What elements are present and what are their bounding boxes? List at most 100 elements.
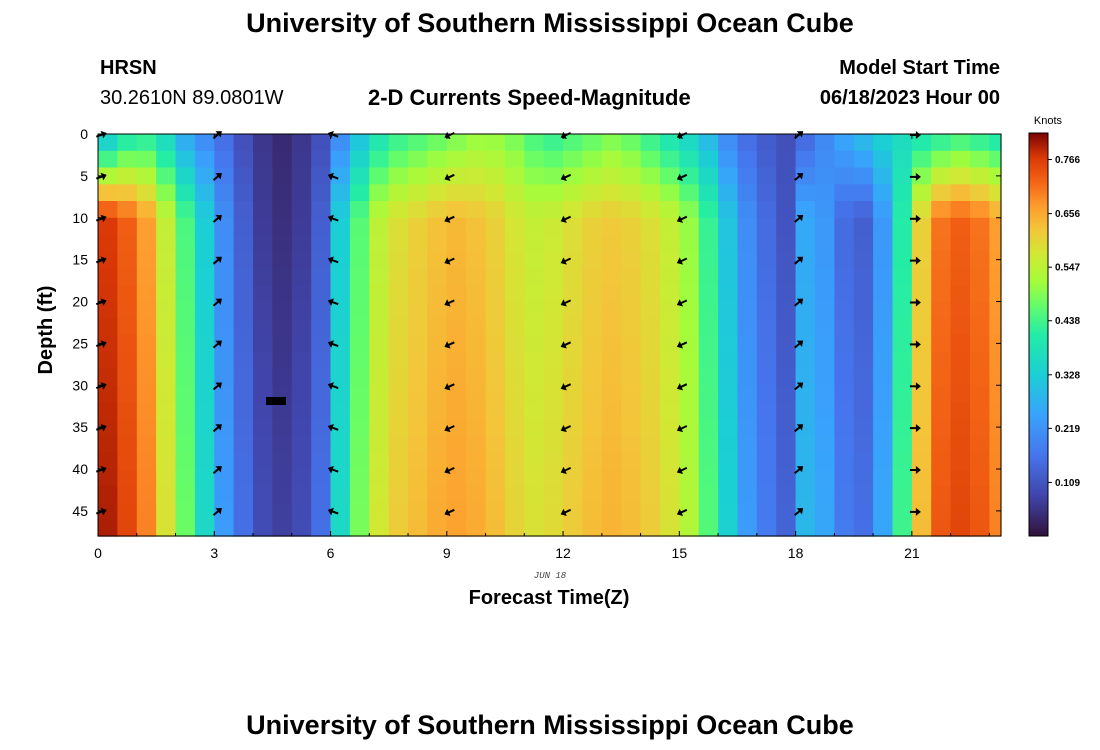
heat-cell xyxy=(466,519,487,537)
heat-cell xyxy=(795,268,816,286)
heat-cell xyxy=(698,217,719,236)
heat-cell xyxy=(873,351,894,370)
heat-cell xyxy=(214,301,235,319)
heat-cell xyxy=(117,268,138,286)
heat-cell xyxy=(349,318,370,336)
heat-cell xyxy=(737,469,758,487)
heat-cell xyxy=(853,502,874,520)
heat-cell xyxy=(543,402,564,420)
heat-cell xyxy=(291,301,312,319)
heat-cell xyxy=(621,368,642,386)
heat-cell xyxy=(524,150,545,169)
heat-cell xyxy=(776,351,797,370)
heat-cell xyxy=(175,284,196,303)
heat-cell xyxy=(427,335,448,353)
heat-cell xyxy=(504,385,525,403)
heat-cell xyxy=(660,452,680,470)
current-arrow xyxy=(327,256,339,265)
heat-cell xyxy=(950,184,971,202)
heat-cell xyxy=(349,385,370,403)
heat-cell xyxy=(485,418,506,437)
heat-cell xyxy=(853,234,874,252)
heat-cell xyxy=(408,201,428,219)
heat-cell xyxy=(408,217,428,236)
heat-cell xyxy=(834,435,855,453)
heat-cell xyxy=(892,150,913,169)
heat-cell xyxy=(408,268,428,286)
heat-cell xyxy=(330,134,351,152)
heat-cell xyxy=(136,201,157,219)
heat-cell xyxy=(214,167,235,185)
heat-cell xyxy=(136,318,157,336)
heat-cell xyxy=(175,351,196,370)
heat-cell xyxy=(795,251,816,269)
heat-cell xyxy=(466,217,487,236)
heat-cell xyxy=(291,435,312,453)
heat-cell xyxy=(98,452,118,470)
current-arrow xyxy=(327,298,339,306)
heat-cell xyxy=(311,301,332,319)
heat-cell xyxy=(349,418,370,437)
heat-cell xyxy=(834,385,855,403)
heat-cell xyxy=(311,519,332,537)
heat-cell xyxy=(776,469,797,487)
heat-cell xyxy=(660,167,680,185)
heat-cell xyxy=(194,402,215,420)
heat-cell xyxy=(272,234,293,252)
heat-cell xyxy=(466,268,487,286)
current-arrow xyxy=(444,173,455,181)
heat-cell xyxy=(485,268,506,286)
heat-cell xyxy=(582,150,603,169)
heat-cell xyxy=(233,452,254,470)
heat-cell xyxy=(601,134,622,152)
heat-cell xyxy=(640,351,661,370)
heat-cell xyxy=(388,251,409,269)
heat-cell xyxy=(563,335,584,353)
heat-cell xyxy=(601,351,622,370)
heat-cell xyxy=(466,502,487,520)
heat-cell xyxy=(834,368,855,386)
heat-cell xyxy=(873,435,894,453)
current-arrow xyxy=(676,508,688,516)
heat-cell xyxy=(446,485,467,504)
heat-cell xyxy=(175,502,196,520)
heat-cell xyxy=(194,251,215,269)
heat-cell xyxy=(601,435,622,453)
heat-cell xyxy=(911,519,932,537)
current-arrow xyxy=(327,340,339,348)
heat-cell xyxy=(718,268,739,286)
heat-cell xyxy=(679,201,700,219)
heat-cell xyxy=(485,435,506,453)
heat-cell xyxy=(427,251,448,269)
heat-cell xyxy=(970,150,990,169)
heat-cell xyxy=(950,519,971,537)
heat-cell xyxy=(504,284,525,303)
heat-cell xyxy=(621,167,642,185)
heat-cell xyxy=(853,385,874,403)
heat-cell xyxy=(795,184,816,202)
heat-cell xyxy=(640,402,661,420)
heat-cell xyxy=(853,452,874,470)
heat-cell xyxy=(815,385,835,403)
heat-cell xyxy=(272,251,293,269)
heat-cell xyxy=(640,217,661,236)
heat-cell xyxy=(563,284,584,303)
heat-cell xyxy=(369,184,390,202)
heat-cell xyxy=(718,385,739,403)
heat-cell xyxy=(679,351,700,370)
heat-cell xyxy=(601,150,622,169)
heat-cell xyxy=(853,469,874,487)
heat-cell xyxy=(504,519,525,537)
heat-cell xyxy=(873,134,894,152)
heat-cell xyxy=(156,452,177,470)
heat-cell xyxy=(950,134,971,152)
heat-cell xyxy=(989,368,1002,386)
heat-cell xyxy=(873,385,894,403)
heat-cell xyxy=(853,368,874,386)
heat-cell xyxy=(98,134,118,152)
heat-cell xyxy=(233,167,254,185)
heat-cell xyxy=(718,418,739,437)
heat-cell xyxy=(815,335,835,353)
heat-cell xyxy=(640,234,661,252)
heat-cell xyxy=(660,368,680,386)
